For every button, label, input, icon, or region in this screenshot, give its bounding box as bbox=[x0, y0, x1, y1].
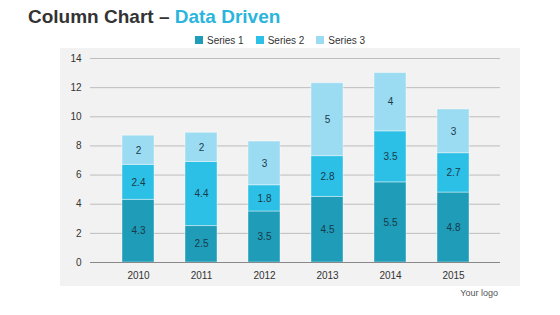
svg-text:2011: 2011 bbox=[191, 270, 213, 281]
svg-text:4.4: 4.4 bbox=[195, 188, 209, 199]
html-text:Series 1: Series 1 bbox=[207, 34, 244, 46]
svg-text:12: 12 bbox=[70, 82, 82, 93]
svg-text:2: 2 bbox=[76, 228, 82, 239]
svg-text:2010: 2010 bbox=[127, 270, 150, 281]
svg-text:4: 4 bbox=[76, 198, 82, 209]
html-text:Your logo: Your logo bbox=[460, 288, 498, 298]
svg-text:2.5: 2.5 bbox=[195, 238, 209, 249]
svg-text:2: 2 bbox=[199, 142, 205, 153]
svg-text:4.3: 4.3 bbox=[132, 225, 146, 236]
svg-text:8: 8 bbox=[76, 140, 82, 151]
svg-text:2.4: 2.4 bbox=[132, 177, 146, 188]
html-text:Series 2: Series 2 bbox=[267, 34, 305, 46]
svg-text:2.7: 2.7 bbox=[447, 167, 461, 178]
svg-text:2013: 2013 bbox=[316, 270, 339, 281]
svg-text:4: 4 bbox=[388, 96, 394, 107]
svg-text:3.5: 3.5 bbox=[384, 151, 398, 162]
svg-text:2.8: 2.8 bbox=[321, 171, 335, 182]
svg-text:2: 2 bbox=[136, 145, 142, 156]
svg-text:3.5: 3.5 bbox=[258, 231, 272, 242]
svg-text:14: 14 bbox=[70, 53, 82, 64]
svg-text:4.8: 4.8 bbox=[447, 222, 461, 233]
svg-text:2012: 2012 bbox=[253, 270, 276, 281]
svg-text:1.8: 1.8 bbox=[258, 193, 272, 204]
svg-text:0: 0 bbox=[76, 257, 82, 268]
svg-text:6: 6 bbox=[76, 169, 82, 180]
svg-text:2015: 2015 bbox=[442, 270, 465, 281]
html-text:Column Chart – Data Driven: Column Chart – Data Driven bbox=[28, 6, 281, 27]
svg-text:10: 10 bbox=[70, 111, 82, 122]
svg-text:4.5: 4.5 bbox=[321, 224, 335, 235]
html-text:Series 3: Series 3 bbox=[328, 34, 365, 46]
svg-text:5: 5 bbox=[325, 114, 331, 125]
svg-text:3: 3 bbox=[451, 126, 457, 137]
svg-text:3: 3 bbox=[262, 158, 268, 169]
svg-text:5.5: 5.5 bbox=[384, 217, 398, 228]
svg-text:2014: 2014 bbox=[379, 270, 402, 281]
